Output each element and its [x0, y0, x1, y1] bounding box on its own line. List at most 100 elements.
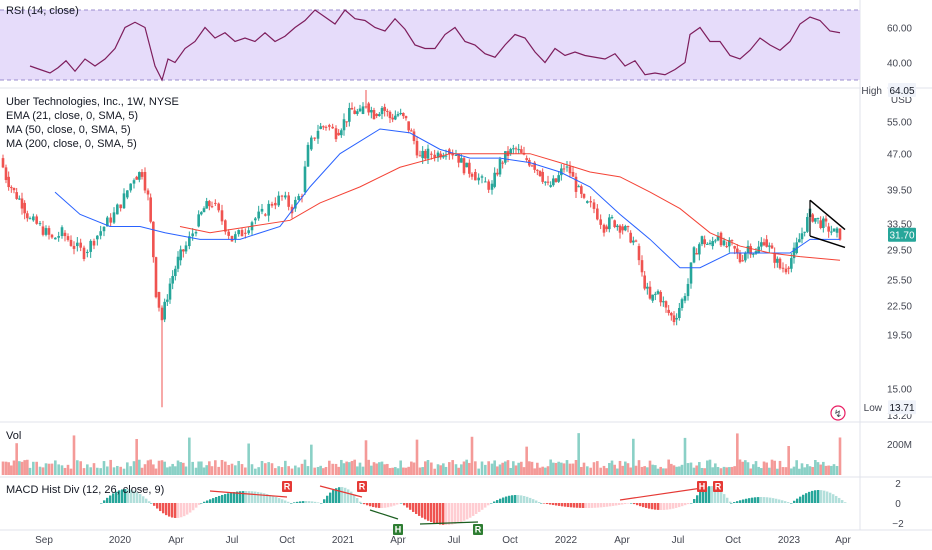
candle-body	[698, 244, 701, 255]
volume-bar	[460, 464, 463, 475]
volume-bar	[76, 460, 79, 475]
macd-hist-bar	[186, 503, 189, 515]
macd-hist-bar	[278, 498, 281, 503]
candle-body	[512, 148, 515, 150]
macd-hist-bar	[124, 489, 127, 503]
macd-hist-bar	[588, 503, 591, 508]
volume-bar	[596, 461, 599, 475]
divergence-flag[interactable]	[393, 524, 403, 535]
divergence-flag[interactable]	[282, 481, 292, 492]
macd-hist-bar	[121, 489, 124, 503]
candle-body	[640, 260, 644, 273]
macd-hist-bar	[150, 503, 153, 504]
candle-body	[530, 165, 534, 167]
price-tick-label: 15.00	[887, 385, 912, 396]
candle-body	[230, 235, 234, 242]
volume-bar	[54, 460, 57, 475]
candle-body	[404, 116, 408, 119]
macd-hist-bar	[332, 490, 335, 503]
volume-bar	[552, 462, 555, 475]
x-tick-label: 2022	[555, 535, 578, 546]
candle-body	[741, 260, 744, 262]
volume-bar	[538, 467, 542, 475]
macd-hist-bar	[478, 503, 481, 512]
volume-bar	[654, 465, 657, 475]
candle-body	[664, 301, 668, 308]
macd-hist-bar	[118, 490, 121, 503]
rsi-title: RSI (14, close)	[6, 5, 79, 17]
macd-hist-bar	[180, 503, 183, 518]
earnings-lightning-icon[interactable]	[830, 405, 846, 421]
candle-body	[76, 242, 79, 247]
macd-hist-bar	[263, 493, 266, 503]
candle-body	[442, 155, 445, 158]
macd-hist-bar	[490, 503, 493, 504]
divergence-flag[interactable]	[357, 481, 367, 492]
x-tick-label: Sep	[35, 535, 53, 546]
volume-bar	[509, 467, 512, 475]
candle-body	[313, 137, 316, 139]
candle-body	[795, 242, 798, 254]
candle-body	[672, 315, 676, 323]
volume-bar	[106, 466, 109, 475]
low-value-label: 13.71	[889, 403, 914, 414]
volume-bar	[257, 467, 260, 475]
price-tick-label: 55.00	[887, 117, 912, 128]
macd-hist-bar	[675, 503, 678, 508]
candle-body	[284, 195, 287, 198]
volume-bar	[565, 460, 569, 475]
macd-hist-bar	[726, 497, 729, 503]
macd-hist-bar	[290, 503, 293, 504]
macd-hist-bar	[415, 503, 418, 514]
macd-hist-bar	[760, 497, 763, 503]
macd-tick-label: 2	[895, 479, 901, 490]
candle-body	[560, 168, 563, 176]
macd-hist-bar	[183, 503, 186, 517]
volume-bar	[621, 465, 624, 475]
candle-body	[784, 268, 788, 273]
divergence-flag[interactable]	[713, 481, 723, 492]
candle-body	[719, 232, 723, 246]
macd-hist-bar	[168, 503, 171, 517]
macd-hist-bar	[681, 503, 684, 507]
volume-bar	[15, 443, 18, 475]
macd-hist-bar	[778, 499, 781, 503]
rsi-tick-label: 40.00	[887, 59, 912, 70]
candle-body	[47, 228, 51, 235]
volume-bar	[586, 466, 589, 475]
divergence-flag[interactable]	[473, 524, 483, 535]
volume-bar	[773, 460, 776, 475]
candle-body	[179, 249, 182, 261]
candle-body	[656, 291, 660, 294]
macd-hist-bar	[606, 503, 609, 507]
volume-bar	[675, 466, 678, 475]
candle-body	[757, 246, 760, 254]
macd-hist-bar	[209, 499, 212, 503]
macd-hist-bar	[233, 492, 236, 503]
candle-body	[736, 248, 739, 254]
volume-bar	[480, 461, 484, 475]
macd-hist-bar	[763, 497, 766, 503]
candle-body	[773, 253, 776, 263]
volume-bar	[230, 463, 234, 475]
volume-bar	[468, 462, 471, 475]
volume-bar	[210, 466, 214, 475]
candle-body	[430, 153, 433, 155]
volume-bar	[116, 465, 119, 475]
candle-body	[328, 125, 331, 127]
divergence-flag[interactable]	[697, 481, 707, 492]
macd-hist-bar	[257, 492, 260, 503]
candle-body	[725, 246, 728, 248]
candle-body	[337, 132, 340, 136]
volume-bar	[765, 462, 768, 475]
volume-bar	[778, 460, 782, 475]
volume-bar	[512, 461, 515, 475]
candle-body	[675, 318, 678, 320]
macd-histogram	[100, 486, 847, 525]
candle-body	[135, 176, 138, 180]
volume-bar	[733, 466, 736, 475]
volume-bar	[692, 467, 696, 475]
candle-body	[220, 210, 224, 222]
volume-bar	[520, 461, 523, 475]
